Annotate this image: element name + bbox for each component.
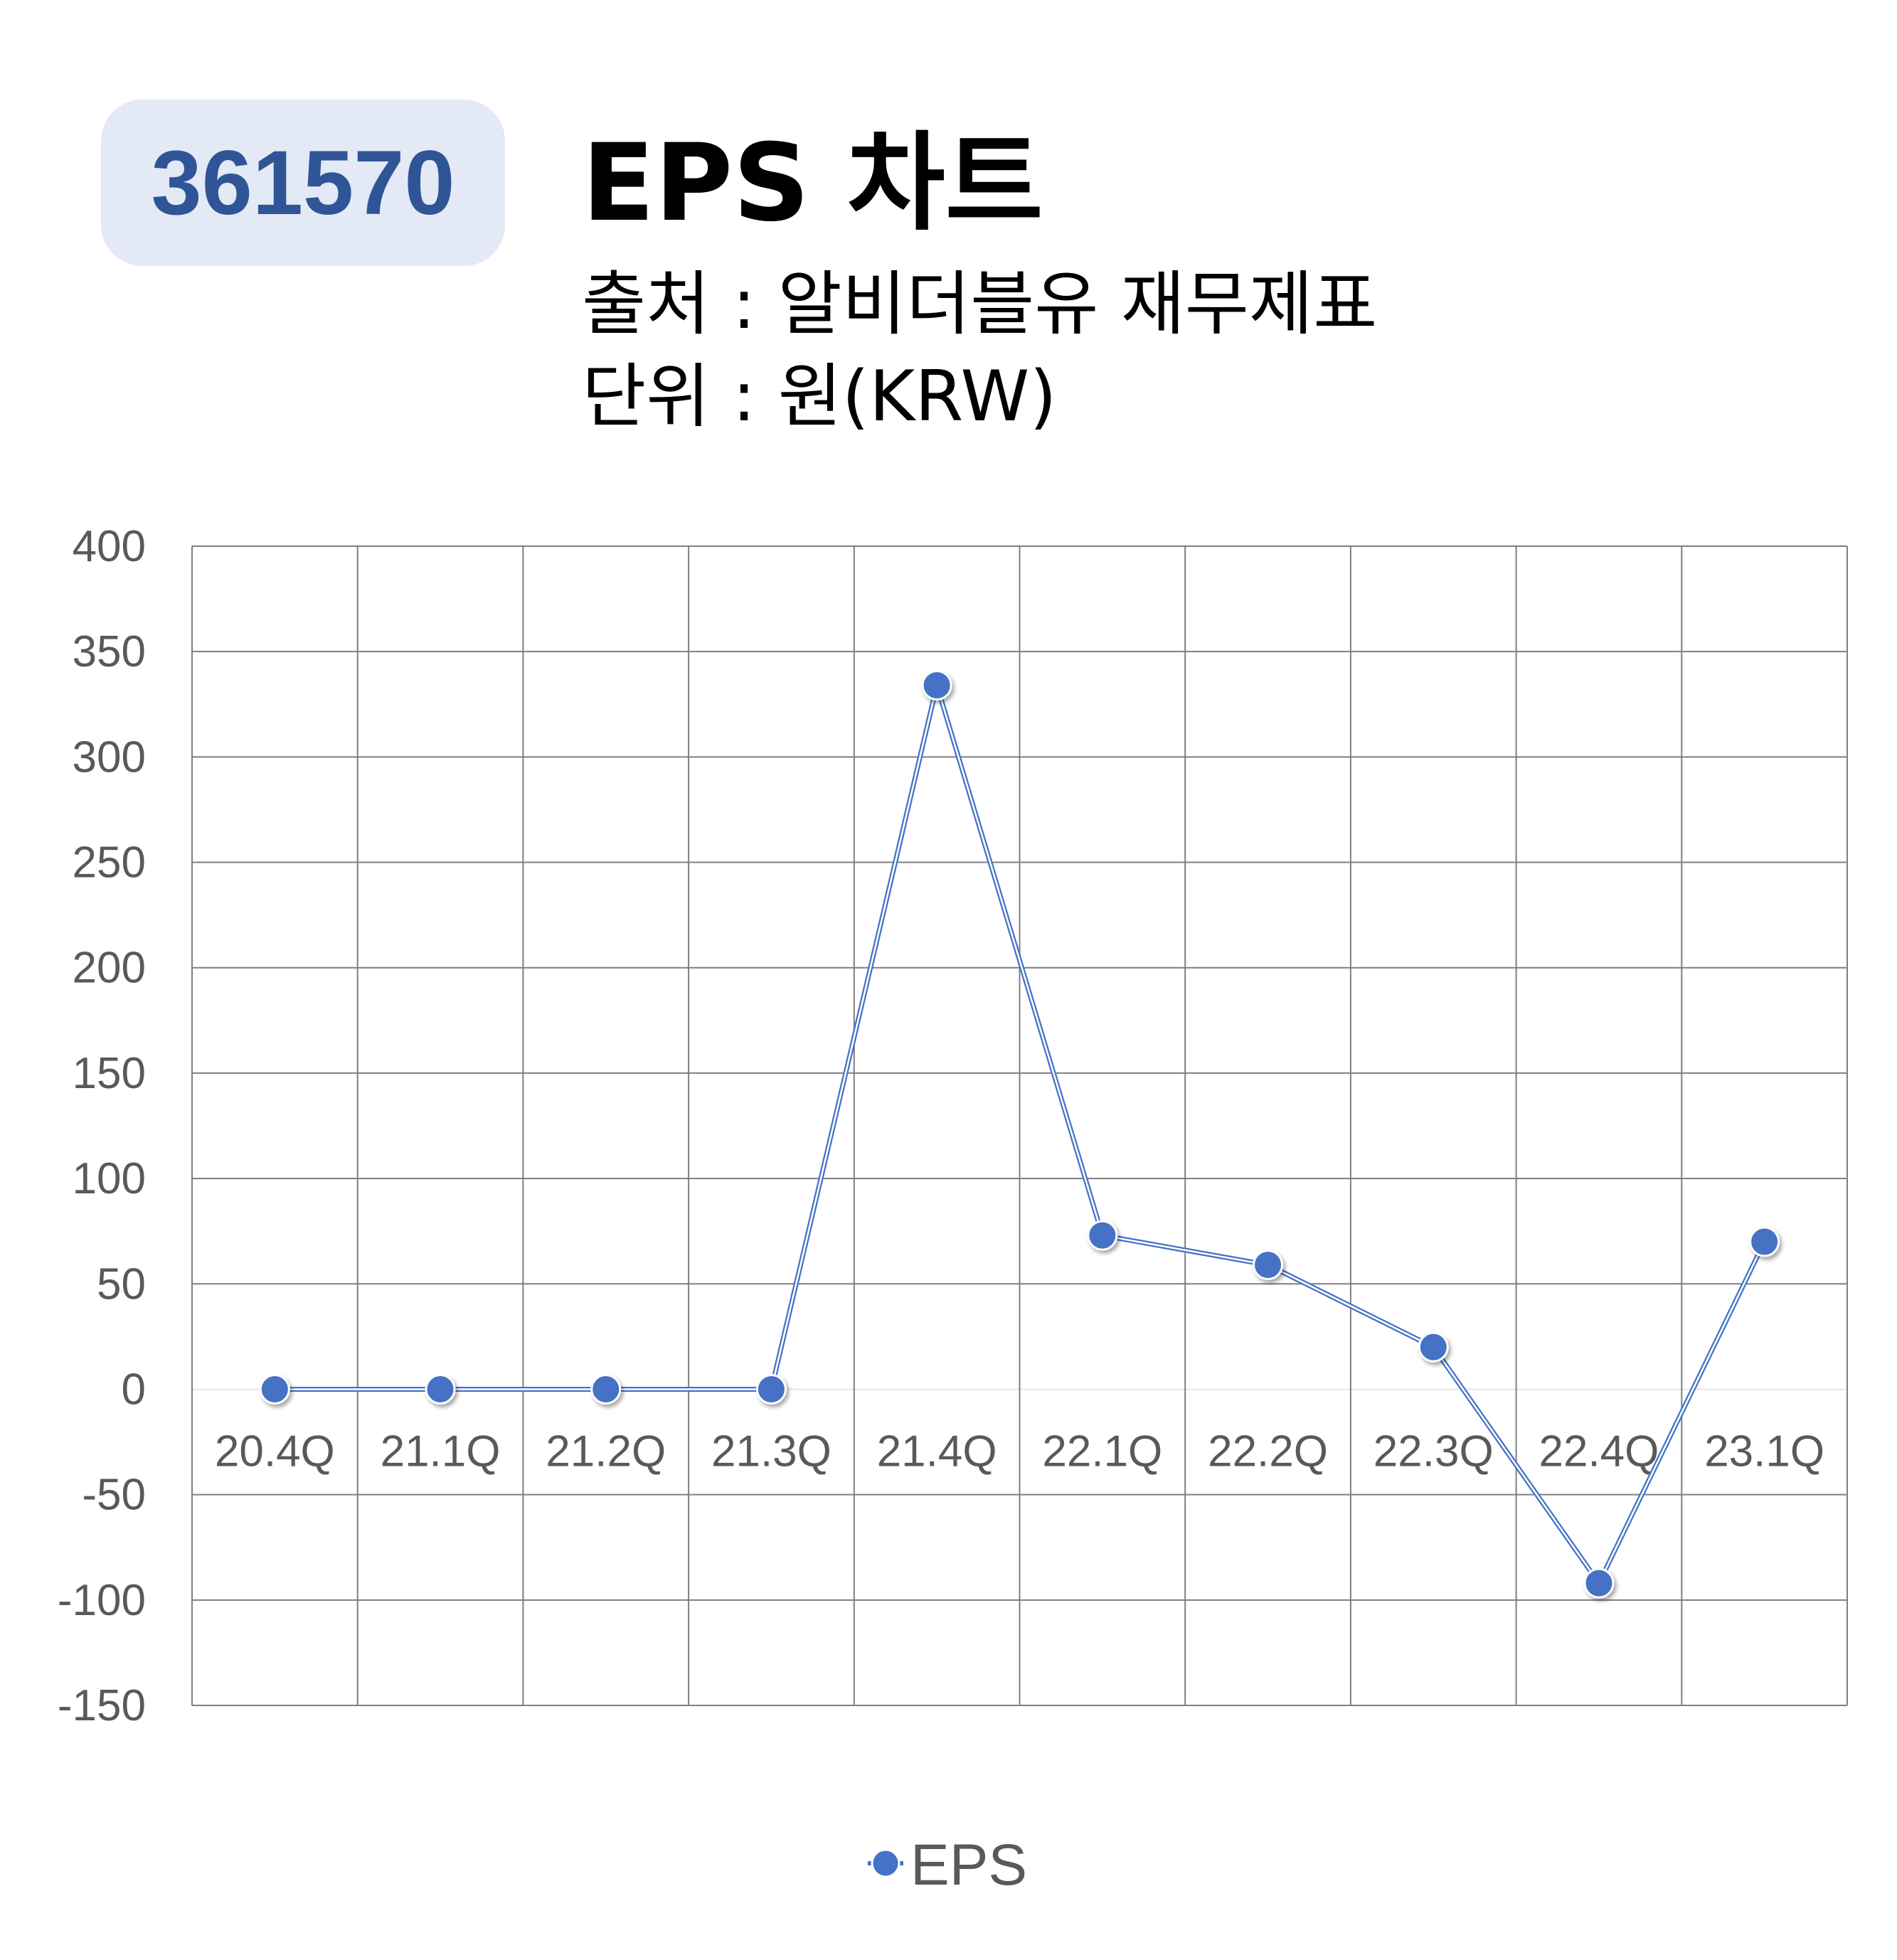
series-line-inner	[275, 684, 1765, 1584]
data-point	[425, 1373, 456, 1405]
x-tick-label: 21.1Q	[381, 1427, 501, 1476]
stock-code: 361570	[151, 132, 455, 234]
y-tick-label: 300	[73, 733, 146, 782]
y-tick-label: 350	[73, 627, 146, 676]
x-tick-label: 20.4Q	[215, 1427, 335, 1476]
x-axis-ticks: 20.4Q 21.1Q 21.2Q 21.3Q 21.4Q 22.1Q 22.2Q 22.3Q…	[215, 1427, 1824, 1476]
data-unit: 단위 : 원(KRW)	[582, 356, 1057, 437]
data-point	[1583, 1567, 1615, 1599]
chart-title: EPS 차트	[582, 122, 1043, 245]
data-source: 출처 : 알비더블유 재무제표	[582, 264, 1378, 345]
x-tick-label: 21.4Q	[877, 1427, 997, 1476]
data-point	[1087, 1220, 1118, 1251]
y-tick-label: 50	[97, 1259, 146, 1309]
stock-code-badge: 361570	[101, 100, 505, 266]
data-point	[1749, 1226, 1780, 1257]
y-tick-label: 400	[73, 522, 146, 571]
data-point	[1253, 1250, 1284, 1281]
x-tick-label: 22.3Q	[1373, 1427, 1494, 1476]
y-tick-label: 0	[122, 1365, 146, 1414]
x-tick-label: 22.1Q	[1042, 1427, 1162, 1476]
y-tick-label: -50	[82, 1471, 146, 1520]
series-eps	[259, 670, 1780, 1599]
x-tick-label: 22.2Q	[1208, 1427, 1328, 1476]
legend-marker	[871, 1848, 900, 1878]
data-point	[921, 670, 952, 701]
chart-grid	[191, 545, 1848, 1706]
x-tick-label: 22.4Q	[1539, 1427, 1659, 1476]
y-tick-label: -150	[58, 1681, 146, 1730]
y-tick-label: -100	[58, 1576, 146, 1625]
y-tick-label: 250	[73, 838, 146, 888]
y-tick-label: 200	[73, 944, 146, 993]
x-tick-label: 23.1Q	[1704, 1427, 1824, 1476]
y-axis-ticks: 400 350 300 250 200 150 100 50 0 -50 -100 -150	[58, 522, 146, 1730]
data-point	[590, 1373, 622, 1405]
data-point	[1418, 1331, 1449, 1363]
data-point	[755, 1373, 787, 1405]
chart-legend: EPS	[868, 1833, 1027, 1897]
data-point	[259, 1373, 290, 1405]
x-tick-label: 21.2Q	[546, 1427, 666, 1476]
y-tick-label: 150	[73, 1049, 146, 1098]
y-tick-label: 100	[73, 1154, 146, 1203]
x-tick-label: 21.3Q	[711, 1427, 831, 1476]
legend-label: EPS	[910, 1833, 1027, 1897]
